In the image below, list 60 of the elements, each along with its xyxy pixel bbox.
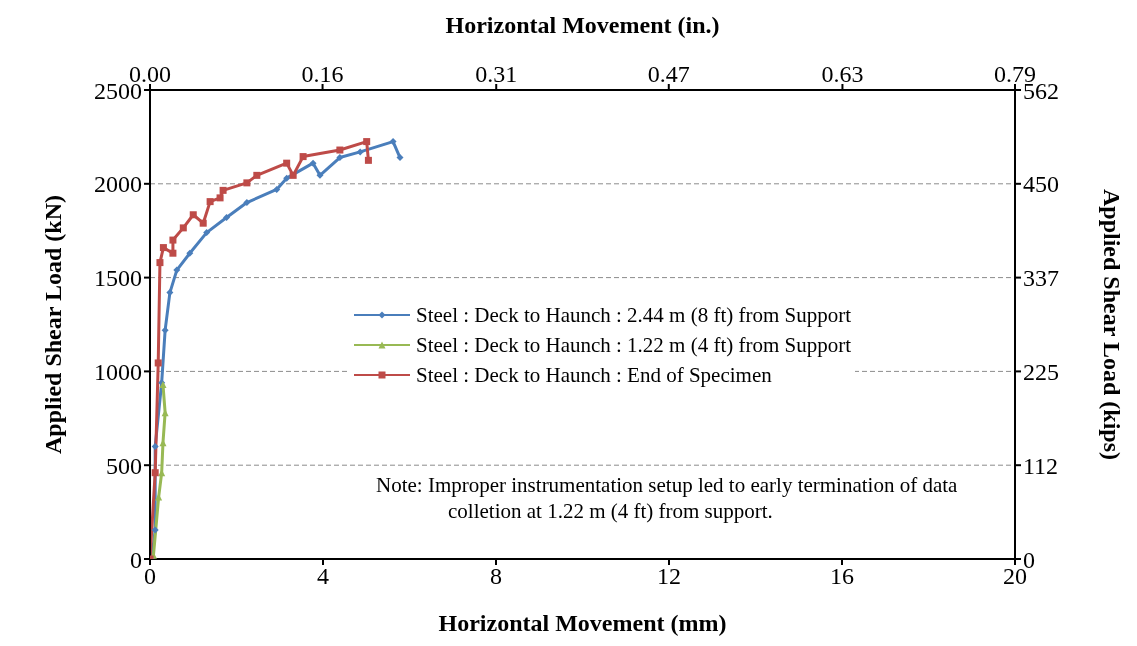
x2-tick-label: 0.31	[475, 61, 518, 87]
x-axis-title: Horizontal Movement (mm)	[438, 610, 727, 636]
point	[243, 179, 251, 187]
point	[169, 249, 177, 257]
y2-tick-label: 450	[1023, 171, 1059, 198]
y-tick-label: 1500	[94, 265, 142, 292]
point	[169, 236, 177, 244]
point	[151, 442, 159, 450]
point	[253, 171, 261, 179]
y-tick-label: 1000	[94, 358, 142, 385]
point	[173, 266, 181, 274]
point	[336, 154, 344, 162]
y-axis-title: Applied Shear Load (kN)	[39, 195, 66, 454]
x-tick-label: 8	[490, 563, 502, 590]
point	[216, 194, 224, 202]
point	[289, 171, 297, 179]
x2-tick-label: 0.47	[647, 61, 690, 87]
y2-tick-label: 337	[1023, 265, 1059, 292]
point	[179, 224, 187, 232]
point	[206, 198, 214, 206]
point	[223, 214, 231, 222]
legend-label: Steel : Deck to Haunch : 2.44 m (8 ft) from Support	[416, 302, 852, 328]
y2-axis-title: Applied Shear Load (kips)	[1099, 189, 1126, 460]
point	[186, 249, 194, 257]
point	[159, 244, 167, 252]
y-tick-label: 0	[130, 546, 142, 573]
point	[151, 469, 159, 477]
y2-tick-label: 225	[1023, 358, 1059, 385]
x2-axis-title: Horizontal Movement (in.)	[445, 12, 720, 39]
y-tick-label: 500	[106, 452, 142, 479]
point	[199, 219, 207, 227]
legend-label: Steel : Deck to Haunch : End of Specimen	[416, 362, 772, 388]
y2-tick-label: 112	[1023, 452, 1059, 479]
point	[151, 526, 159, 534]
point	[243, 199, 251, 207]
point	[356, 148, 364, 156]
y-tick-label: 2000	[94, 171, 142, 198]
point	[316, 171, 324, 179]
x2-tick-label: 0.16	[301, 61, 344, 87]
point	[283, 159, 291, 167]
point	[309, 159, 317, 167]
point	[283, 174, 291, 182]
point	[364, 156, 372, 164]
point	[396, 154, 404, 162]
point	[203, 229, 211, 237]
point	[189, 211, 197, 219]
annotation: Note: Improper instrumentation setup led to early termination of data colletion at 1.22 m (4 ft) from support.	[376, 472, 968, 524]
legend-label: Steel : Deck to Haunch : 1.22 m (4 ft) from Support	[416, 332, 852, 358]
point	[219, 186, 227, 194]
point	[336, 146, 344, 154]
point	[389, 138, 397, 146]
x-tick-label: 12	[657, 563, 681, 590]
x2-tick-label: 0.63	[821, 61, 864, 87]
x-tick-label: 4	[317, 563, 329, 590]
point	[156, 259, 164, 267]
x-tick-label: 16	[830, 563, 854, 590]
point	[273, 185, 281, 193]
point	[154, 359, 162, 367]
point	[299, 153, 307, 161]
point	[363, 138, 371, 146]
